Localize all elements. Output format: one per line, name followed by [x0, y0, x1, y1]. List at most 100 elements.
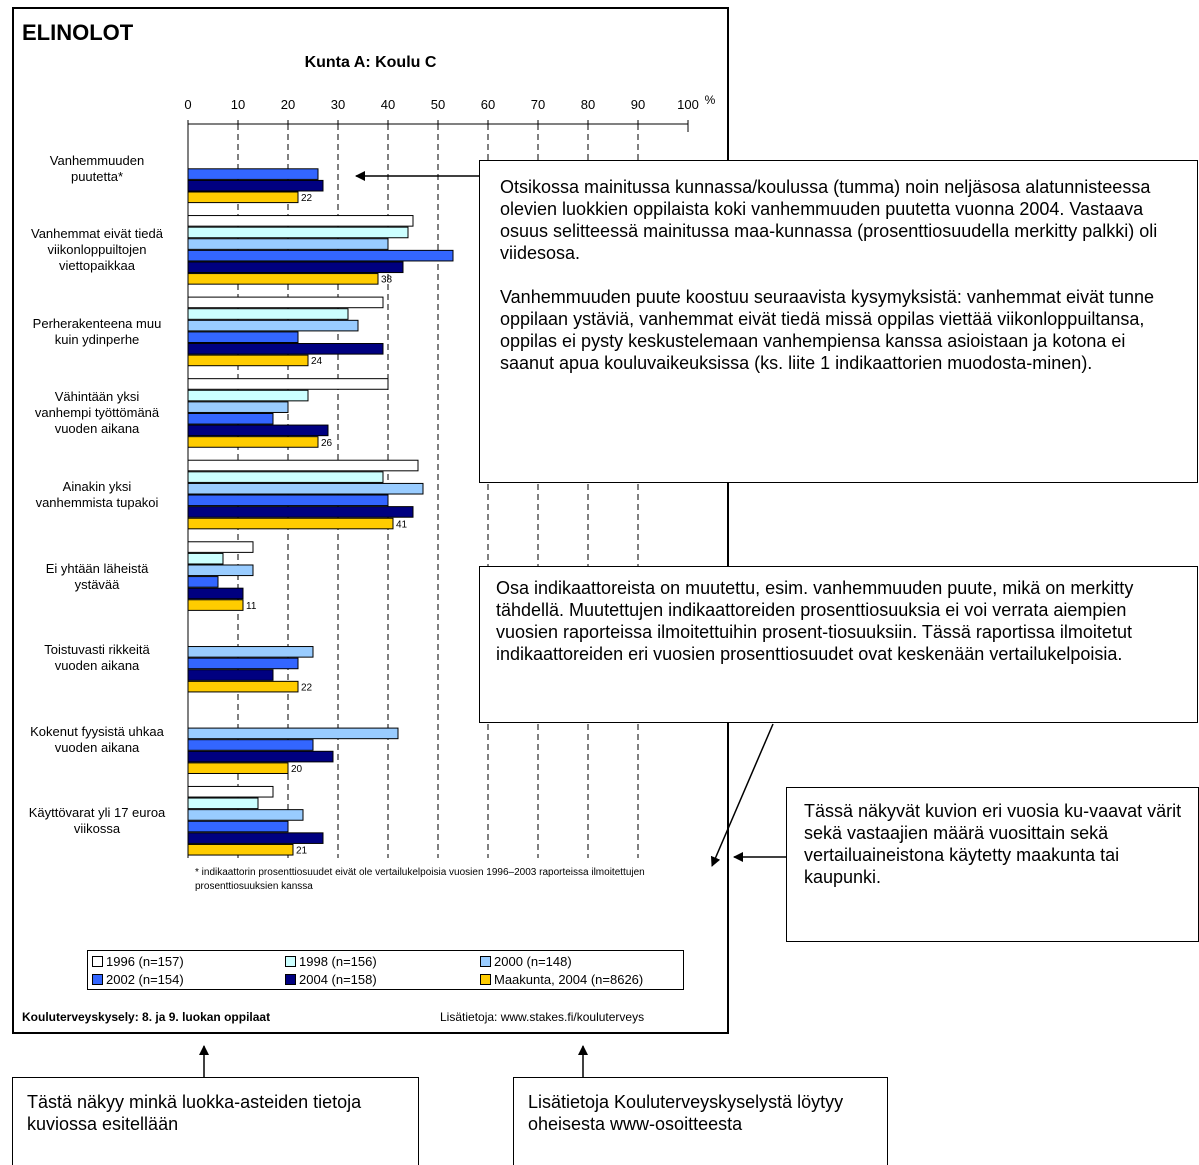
category-label-line: puutetta* [70, 168, 124, 184]
bar [187, 261, 404, 274]
category-label: Käyttövarat yli 17 euroa viikossa [12, 805, 182, 837]
tick-label: 0 [184, 97, 191, 112]
category-label-line: Toistuvasti rikkeitä [44, 642, 150, 658]
data-label: 38 [381, 275, 393, 286]
footer-more-info-link: Lisätietoja: www.stakes.fi/kouluterveys [440, 1010, 645, 1024]
legend-swatch [92, 956, 103, 967]
data-label: 22 [301, 682, 313, 693]
legend-label: 1996 (n=157) [106, 954, 184, 969]
page-title: ELINOLOT [22, 20, 134, 45]
bar [187, 482, 424, 495]
category-label-line: Käyttövarat yli 17 euroa [28, 805, 166, 821]
category-label-line: viikossa [73, 821, 121, 837]
legend-item: Maakunta, 2004 (n=8626) [480, 972, 643, 987]
data-label: 22 [301, 193, 313, 204]
legend-swatch [480, 974, 491, 985]
legend-swatch [480, 956, 491, 967]
callout-website-info: Lisätietoja Kouluterveyskyselystä löytyy… [513, 1077, 888, 1165]
bar [187, 494, 389, 507]
legend-label: 2004 (n=158) [299, 972, 377, 987]
bar [187, 319, 359, 332]
bar [187, 646, 314, 658]
category-label-line: vuoden aikana [54, 421, 140, 437]
bar [187, 354, 309, 367]
category-label-line: Vähintään yksi [54, 389, 140, 405]
bar [187, 191, 299, 204]
bar [187, 401, 289, 413]
bar [187, 843, 294, 856]
category-label-line: vuoden aikana [54, 658, 140, 674]
tick-label: 70 [531, 97, 545, 112]
bar [187, 226, 409, 239]
category-label: Vanhemmat eivät tiedä viikonloppuiltojen v… [12, 226, 182, 274]
category-label: Ainakin yksi vanhemmista tupakoi [12, 479, 182, 511]
tick-label: 60 [481, 97, 495, 112]
category-label: Vanhemmuuden puutetta* [12, 153, 182, 185]
category-label-line: Vanhemmuuden [49, 152, 145, 168]
bar [187, 412, 274, 425]
tick-label: 30 [331, 97, 345, 112]
bar [187, 249, 454, 262]
bar [187, 436, 319, 448]
bar [187, 669, 274, 681]
bar [187, 215, 414, 227]
tick-label: 10 [231, 97, 245, 112]
category-label-line: kuin ydinperhe [54, 331, 140, 347]
bar [187, 238, 389, 250]
chart-legend: 1996 (n=157) 1998 (n=156) 2000 (n=148) 2002… [87, 950, 684, 990]
bar [187, 389, 309, 402]
category-label-line: Vanhemmat eivät tiedä [31, 226, 163, 242]
legend-label: 2002 (n=154) [106, 972, 184, 987]
data-label: 24 [311, 356, 323, 367]
bar [187, 378, 389, 390]
callout-grade-info: Tästä näkyy minkä luokka-asteiden tietoj… [12, 1077, 419, 1165]
tick-label: 100 [677, 97, 699, 112]
category-label-line: vuoden aikana [54, 739, 140, 755]
bar [187, 576, 219, 588]
category-label-line: vanhempi työttömänä [34, 405, 160, 421]
legend-swatch [285, 974, 296, 985]
category-label-line: Kokenut fyysistä uhkaa [30, 723, 164, 739]
legend-item: 2004 (n=158) [285, 972, 377, 987]
tick-label: 90 [631, 97, 645, 112]
category-label: Kokenut fyysistä uhkaa vuoden aikana [12, 724, 182, 756]
bar [187, 552, 224, 565]
callout-text: Vanhemmuuden puute koostuu seuraavista k… [500, 287, 1155, 373]
bar [187, 820, 289, 833]
callout-text: Lisätietoja Kouluterveyskyselystä löytyy… [528, 1092, 844, 1134]
bar [187, 517, 394, 530]
category-label-line: viettopaikkaa [59, 258, 135, 274]
callout-legend-explanation: Tässä näkyvät kuvion eri vuosia ku-vaava… [786, 787, 1199, 942]
callout-text: Osa indikaattoreista on muutettu, esim. … [496, 578, 1134, 664]
legend-swatch [92, 974, 103, 985]
axis-unit: % [705, 93, 716, 107]
tick-label: 80 [581, 97, 595, 112]
tick-label: 50 [431, 97, 445, 112]
bar [187, 750, 334, 763]
bar [187, 296, 384, 309]
footer-survey-info: Kouluterveyskysely: 8. ja 9. luokan oppi… [22, 1010, 271, 1024]
callout-text: Otsikossa mainitussa kunnassa/koulussa (… [500, 177, 1158, 263]
data-label: 11 [246, 601, 257, 612]
arrow-2 [710, 723, 774, 867]
legend-label: Maakunta, 2004 (n=8626) [494, 972, 644, 987]
data-label: 41 [396, 519, 408, 530]
legend-item: 1996 (n=157) [92, 954, 184, 969]
category-label-line: vanhemmista tupakoi [35, 495, 159, 511]
data-label: 20 [291, 764, 303, 775]
bar [187, 599, 244, 611]
callout-parenthood-explanation: Otsikossa mainitussa kunnassa/koulussa (… [479, 160, 1198, 483]
bar [187, 832, 324, 844]
callout-text: Tästä näkyy minkä luokka-asteiden tietoj… [27, 1092, 362, 1134]
bar [187, 308, 349, 320]
bar [187, 564, 254, 577]
legend-item: 2002 (n=154) [92, 972, 184, 987]
legend-swatch [285, 956, 296, 967]
legend-item: 1998 (n=156) [285, 954, 377, 969]
bar [187, 797, 259, 810]
tick-label: 20 [281, 97, 295, 112]
bar [187, 541, 254, 553]
chart-title: Kunta A: Koulu C [304, 54, 437, 71]
